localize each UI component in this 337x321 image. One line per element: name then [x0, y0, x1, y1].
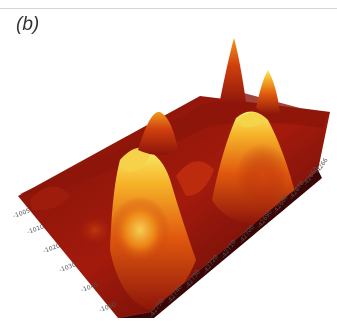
surface-hotspot-center	[110, 196, 170, 264]
surface-ridge	[176, 161, 214, 196]
y-tick: -1020	[42, 242, 61, 255]
y-tick: -1030	[58, 261, 77, 274]
surface-hump-left	[30, 186, 70, 211]
surface-spike	[220, 38, 246, 106]
surface-peak-right-top	[240, 112, 266, 128]
y-tick: -1010	[26, 223, 45, 236]
surface-peak-middle	[138, 111, 178, 155]
y-tick: -1005	[12, 207, 31, 220]
surface-front-edge	[118, 170, 322, 318]
top-divider	[0, 8, 337, 9]
surface-glow-left	[77, 214, 113, 246]
surface-peak-far-right	[256, 70, 280, 115]
surface-peak-center-top	[119, 147, 152, 172]
panel-label: (b)	[16, 14, 40, 35]
surface-glow-right	[236, 143, 288, 207]
y-tick: -1045	[80, 281, 99, 294]
